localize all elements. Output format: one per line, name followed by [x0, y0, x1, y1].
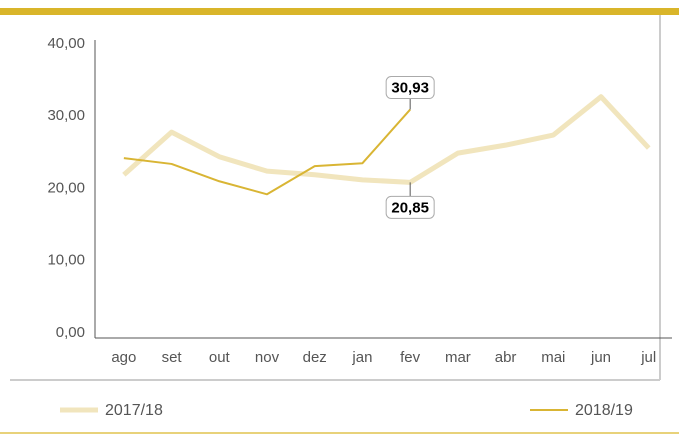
x-tick-label: jan: [351, 349, 372, 366]
x-tick-label: fev: [400, 349, 421, 366]
y-tick-label: 30,00: [47, 107, 85, 124]
legend-label: 2017/18: [105, 402, 163, 419]
top-bar: [0, 8, 679, 15]
x-tick-label: mar: [445, 349, 471, 366]
legend-label: 2018/19: [575, 402, 633, 419]
label-box: [385, 195, 435, 219]
series-line: [123, 108, 411, 196]
x-tick-label: nov: [255, 349, 280, 366]
label-box: [385, 76, 435, 100]
x-tick-label: out: [209, 349, 231, 366]
y-tick-label: 10,00: [47, 252, 85, 269]
x-tick-label: mai: [541, 349, 565, 366]
y-tick-label: 20,00: [47, 179, 85, 196]
data-label: 20,85: [391, 199, 429, 216]
x-tick-label: jul: [640, 349, 656, 366]
x-tick-label: ago: [111, 349, 136, 366]
x-tick-label: jun: [590, 349, 611, 366]
series-line: [122, 94, 651, 185]
data-label: 30,93: [391, 79, 429, 96]
x-tick-label: set: [162, 349, 183, 366]
y-tick-label: 40,00: [47, 35, 85, 52]
x-tick-label: abr: [495, 349, 517, 366]
y-tick-label: 0,00: [56, 324, 85, 341]
x-tick-label: dez: [303, 349, 327, 366]
